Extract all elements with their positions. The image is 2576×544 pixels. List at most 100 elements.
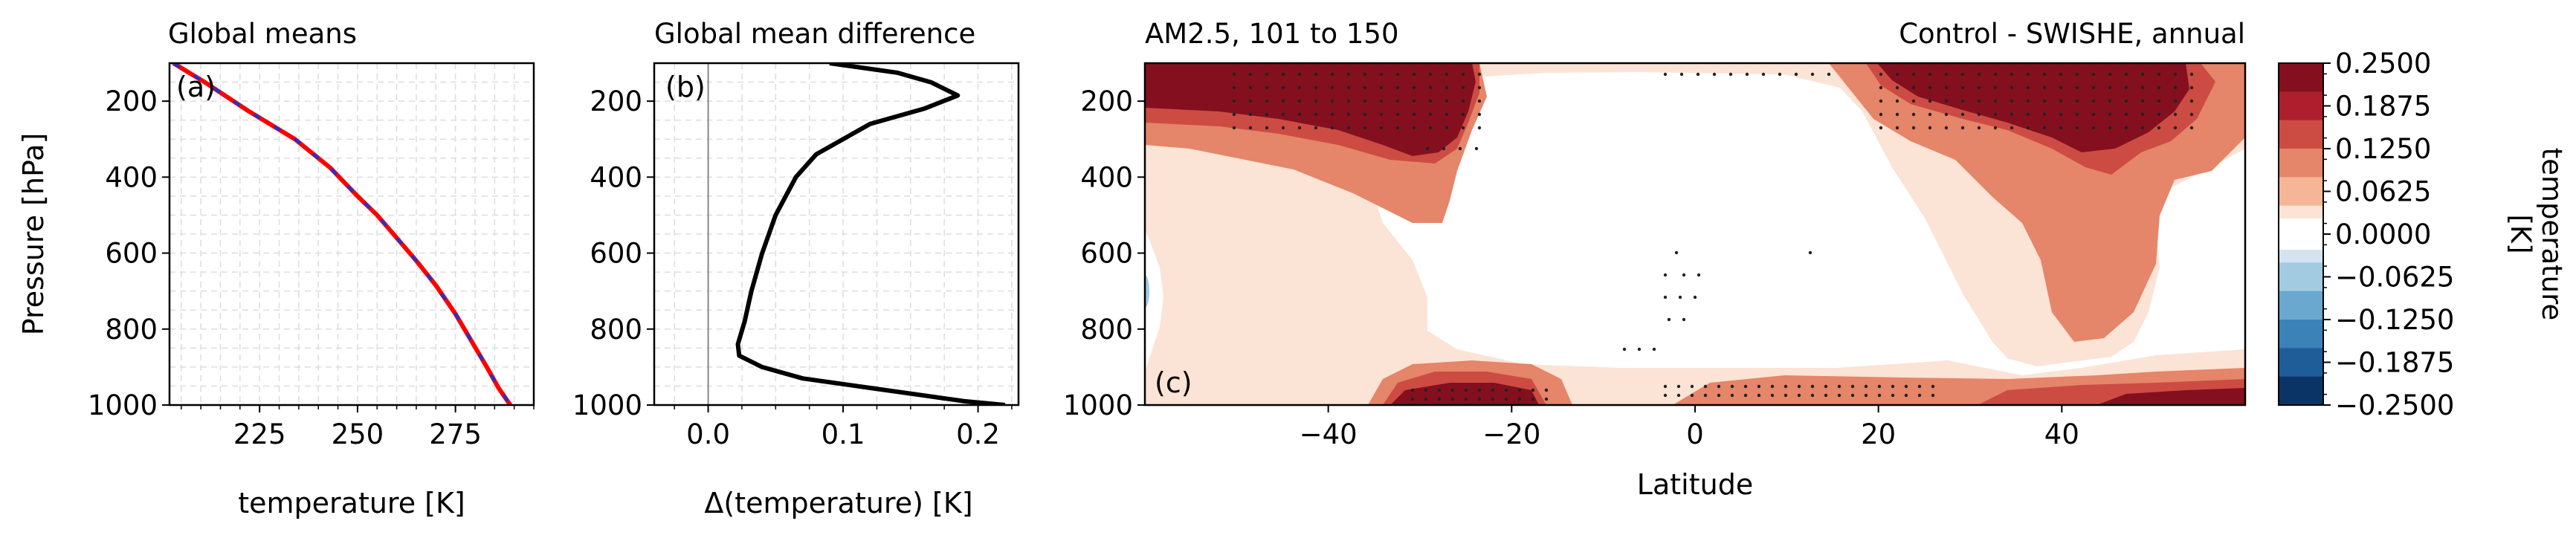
stipple-dot [1977,112,1981,117]
stipple-dot [2091,99,2096,103]
stipple-dot [1810,393,1815,398]
stipple-dot [1674,250,1679,255]
stipple-dot [1697,273,1701,277]
stipple-dot [1346,126,1351,130]
stipple-dot [1944,72,1949,77]
series-line-swishe [172,63,512,405]
stipple-dot [2157,99,2161,103]
stipple-dot [1993,99,1998,103]
stipple-dot [1412,112,1416,117]
stipple-dot [2075,72,2079,77]
stipple-dot [1297,112,1302,117]
panel-c-tag: (c) [1155,366,1192,399]
stipple-dot [1743,384,1748,389]
stipple-dot [2108,126,2112,130]
panel-b-tick-label-x: 0.1 [821,418,865,450]
panel-a-y-axis-label: Pressure [hPa] [17,133,50,336]
stipple-dot [1395,72,1400,77]
stipple-dot [1917,393,1922,398]
contour-negative-spot [1145,275,1149,308]
panel-c-tick-label-y: 200 [1080,85,1133,117]
colorbar-tick-label: −0.2500 [2335,389,2454,421]
stipple-dot [1232,126,1236,130]
stipple-dot [1531,397,1535,401]
panel-b-tick-label-y: 200 [590,85,642,117]
stipple-dot [1797,384,1801,389]
stipple-dot [1232,99,1236,103]
colorbar-cell [2279,291,2323,320]
colorbar-cell [2279,149,2323,178]
panel-c-tick-label-x: 40 [2044,418,2079,450]
stipple-dot [2026,99,2030,103]
stipple-dot [1297,72,1302,77]
stipple-dot [1395,126,1400,130]
stipple-dot [1428,112,1433,117]
stipple-dot [1797,393,1801,398]
stipple-dot [1960,112,1965,117]
stipple-dot [1461,85,1465,90]
stipple-dot [2042,126,2047,130]
colorbar: 0.2500 0.1875 0.1250 0.0625 0.0000 −0.0625 −0.… [2278,48,2568,421]
stipple-dot [1678,295,1682,299]
stipple-dot [1410,397,1415,401]
stipple-dot [2010,112,2014,117]
stipple-dot [1676,393,1681,398]
panel-a-ticks: 200 400 600 800 1000 225 250 275 [88,85,535,450]
stipple-dot [1770,393,1775,398]
stipple-dot [1904,393,1908,398]
stipple-dot [1412,126,1416,130]
stipple-dot [1379,126,1384,130]
stipple-dot [1425,146,1430,151]
stipple-dot [2140,126,2145,130]
stipple-dot [2108,99,2112,103]
stipple-dot [1461,126,1465,130]
stipple-dot [2189,99,2194,103]
stipple-dot [1281,126,1285,130]
stipple-dot [1679,72,1684,77]
stipple-dot [1265,85,1269,90]
stipple-dot [2124,112,2128,117]
panel-c-tick-label-y: 400 [1080,161,1133,193]
stipple-dot [1703,384,1708,389]
contour-level-0.25-south [1145,63,1476,156]
stipple-dot [1297,126,1302,130]
stipple-dot [2075,99,2079,103]
panel-b-tick-label-y: 400 [590,161,642,193]
stipple-dot [1346,112,1351,117]
stipple-dot [1824,393,1828,398]
stipple-dot [1444,72,1449,77]
stipple-dot [2042,112,2047,117]
panel-c-tick-label-y: 1000 [1063,389,1133,421]
panel-b-title: Global mean difference [654,18,975,50]
stipple-dot [1663,72,1668,77]
panel-c-tick-label-y: 600 [1080,238,1133,270]
stipple-dot [1412,85,1416,90]
panel-b-tick-label-x: 0.2 [956,418,1000,450]
stipple-dot [1783,393,1788,398]
stipple-dot [1477,72,1482,77]
stipple-dot [1544,388,1549,392]
panel-b-lines [707,63,1006,405]
stipple-dot [1395,112,1400,117]
stipple-dot [1703,393,1708,398]
stipple-dot [1248,85,1253,90]
stipple-dot [1770,384,1775,389]
stipple-dot [2059,99,2063,103]
stipple-dot [1928,126,1932,130]
panel-a-tick-label-y: 600 [105,238,158,270]
stipple-dot [1944,85,1949,90]
stipple-dot [2091,126,2096,130]
panel-a-grid [170,62,535,406]
contour-level-0.25-north [1877,63,2189,152]
stipple-dot [1346,72,1351,77]
stipple-dot [1911,112,1916,117]
stipple-dot [1314,126,1318,130]
stipple-dot [1837,393,1841,398]
stipple-dot [1461,72,1465,77]
series-line-difference [735,63,1006,405]
panel-c-title-left: AM2.5, 101 to 150 [1145,18,1399,50]
stipple-dot [1827,72,1831,77]
stipple-dot [1931,384,1935,389]
significance-stippling [1232,72,2194,401]
stipple-dot [2059,126,2063,130]
